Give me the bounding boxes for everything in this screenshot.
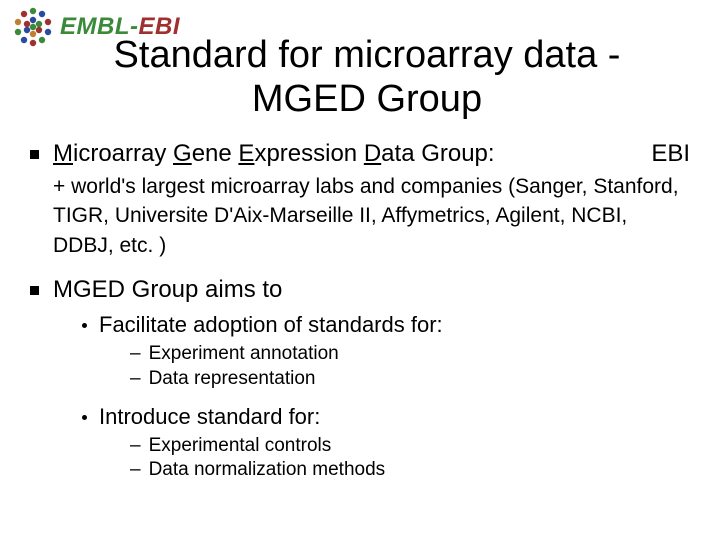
dash-bullet-icon: – bbox=[130, 434, 141, 459]
dash-bullet-icon: – bbox=[130, 342, 141, 367]
bullet-mged-aims: MGED Group aims to bbox=[30, 276, 690, 304]
mged-acronym: Microarray Gene Expression Data Group: bbox=[53, 140, 495, 168]
slide-title: Standard for microarray data - MGED Grou… bbox=[54, 34, 680, 121]
logo-hex-icon bbox=[12, 6, 54, 48]
square-bullet-icon bbox=[30, 150, 39, 159]
dash-bullet-icon: – bbox=[130, 367, 141, 392]
facilitate-text: Facilitate adoption of standards for: bbox=[99, 312, 443, 338]
dash-bullet-icon: – bbox=[130, 458, 141, 483]
content-area: Microarray Gene Expression Data Group: E… bbox=[30, 140, 690, 483]
subsub-experimental-controls: –Experimental controls bbox=[130, 434, 690, 459]
subsub-normalization: –Data normalization methods bbox=[130, 458, 690, 483]
subsub-experiment-annotation: –Experiment annotation bbox=[130, 342, 690, 367]
sub-bullet-facilitate: Facilitate adoption of standards for: bbox=[82, 312, 690, 338]
sub-bullet-introduce: Introduce standard for: bbox=[82, 404, 690, 430]
square-bullet-icon bbox=[30, 286, 39, 295]
dot-bullet-icon bbox=[82, 415, 87, 420]
mged-description: + world's largest microarray labs and co… bbox=[53, 172, 690, 260]
mged-aims-text: MGED Group aims to bbox=[53, 276, 282, 304]
introduce-text: Introduce standard for: bbox=[99, 404, 320, 430]
subsub-data-representation: –Data representation bbox=[130, 367, 690, 392]
bullet-mged-definition: Microarray Gene Expression Data Group: E… bbox=[30, 140, 690, 168]
ebi-label: EBI bbox=[651, 140, 690, 168]
dot-bullet-icon bbox=[82, 323, 87, 328]
